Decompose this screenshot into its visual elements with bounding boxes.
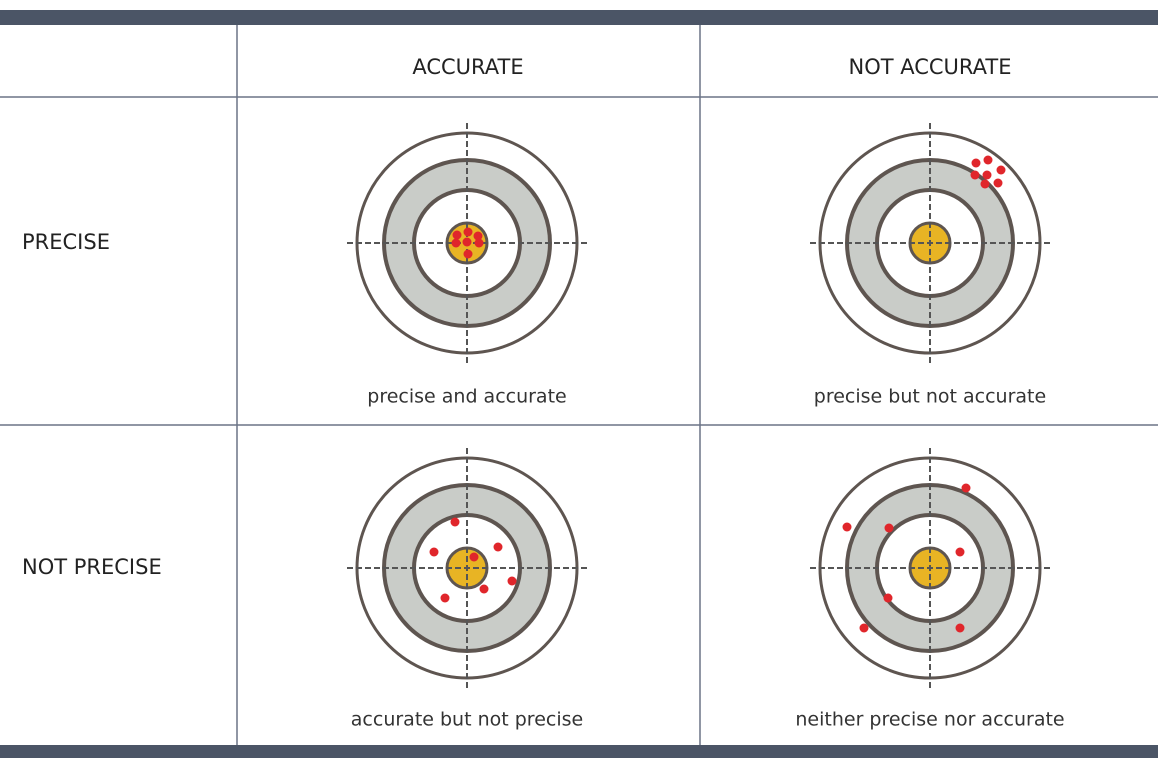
hit-dot xyxy=(463,249,473,259)
hit-dot xyxy=(980,179,990,189)
hit-dot xyxy=(961,483,971,493)
gray-band xyxy=(847,485,1013,651)
caption: precise but not accurate xyxy=(814,386,1046,408)
hit-dot xyxy=(462,237,472,247)
hit-dot xyxy=(429,547,439,557)
hit-dot xyxy=(971,158,981,168)
hit-dot xyxy=(842,522,852,532)
hit-dot xyxy=(955,623,965,633)
hit-dot xyxy=(884,523,894,533)
row-label: NOT PRECISE xyxy=(22,555,162,579)
caption: neither precise nor accurate xyxy=(795,709,1064,731)
bottom-bar xyxy=(0,745,1158,758)
hit-dot xyxy=(996,165,1006,175)
caption: accurate but not precise xyxy=(351,709,583,731)
hit-dot xyxy=(473,231,483,241)
hit-dot xyxy=(982,170,992,180)
hit-dot xyxy=(474,238,484,248)
hit-dot xyxy=(507,576,517,586)
hit-dot xyxy=(983,155,993,165)
gray-band xyxy=(384,485,550,651)
hit-dot xyxy=(469,552,479,562)
column-header: ACCURATE xyxy=(412,55,523,79)
hit-dot xyxy=(993,178,1003,188)
hit-dot xyxy=(493,542,503,552)
top-bar xyxy=(0,10,1158,25)
hit-dot xyxy=(955,547,965,557)
hit-dot xyxy=(859,623,869,633)
hit-dot xyxy=(970,170,980,180)
caption: precise and accurate xyxy=(367,386,566,408)
hit-dot xyxy=(440,593,450,603)
hit-dot xyxy=(479,584,489,594)
hit-dot xyxy=(883,593,893,603)
row-label: PRECISE xyxy=(22,230,110,254)
gray-band xyxy=(384,160,550,326)
hit-dot xyxy=(452,230,462,240)
gray-band xyxy=(847,160,1013,326)
targets xyxy=(347,123,1050,688)
hit-dot xyxy=(463,227,473,237)
hit-dot xyxy=(450,517,460,527)
column-header: NOT ACCURATE xyxy=(848,55,1011,79)
hit-dot xyxy=(451,238,461,248)
